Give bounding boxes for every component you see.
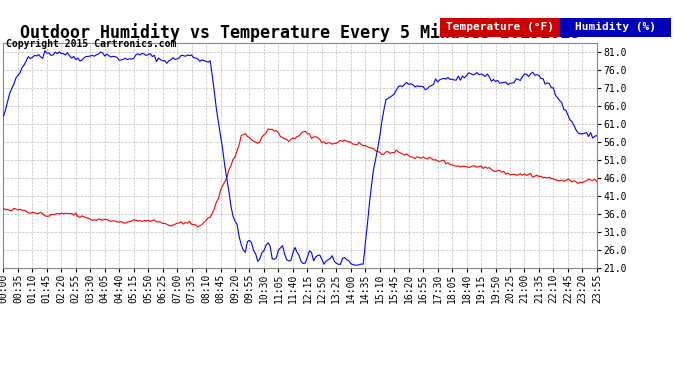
Text: Temperature (°F): Temperature (°F) xyxy=(446,22,554,32)
Title: Outdoor Humidity vs Temperature Every 5 Minutes 20151018: Outdoor Humidity vs Temperature Every 5 … xyxy=(20,22,580,42)
Text: Humidity (%): Humidity (%) xyxy=(575,22,656,32)
Text: Copyright 2015 Cartronics.com: Copyright 2015 Cartronics.com xyxy=(6,39,176,50)
